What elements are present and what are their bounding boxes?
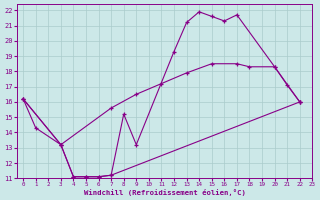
X-axis label: Windchill (Refroidissement éolien,°C): Windchill (Refroidissement éolien,°C) [84, 189, 245, 196]
